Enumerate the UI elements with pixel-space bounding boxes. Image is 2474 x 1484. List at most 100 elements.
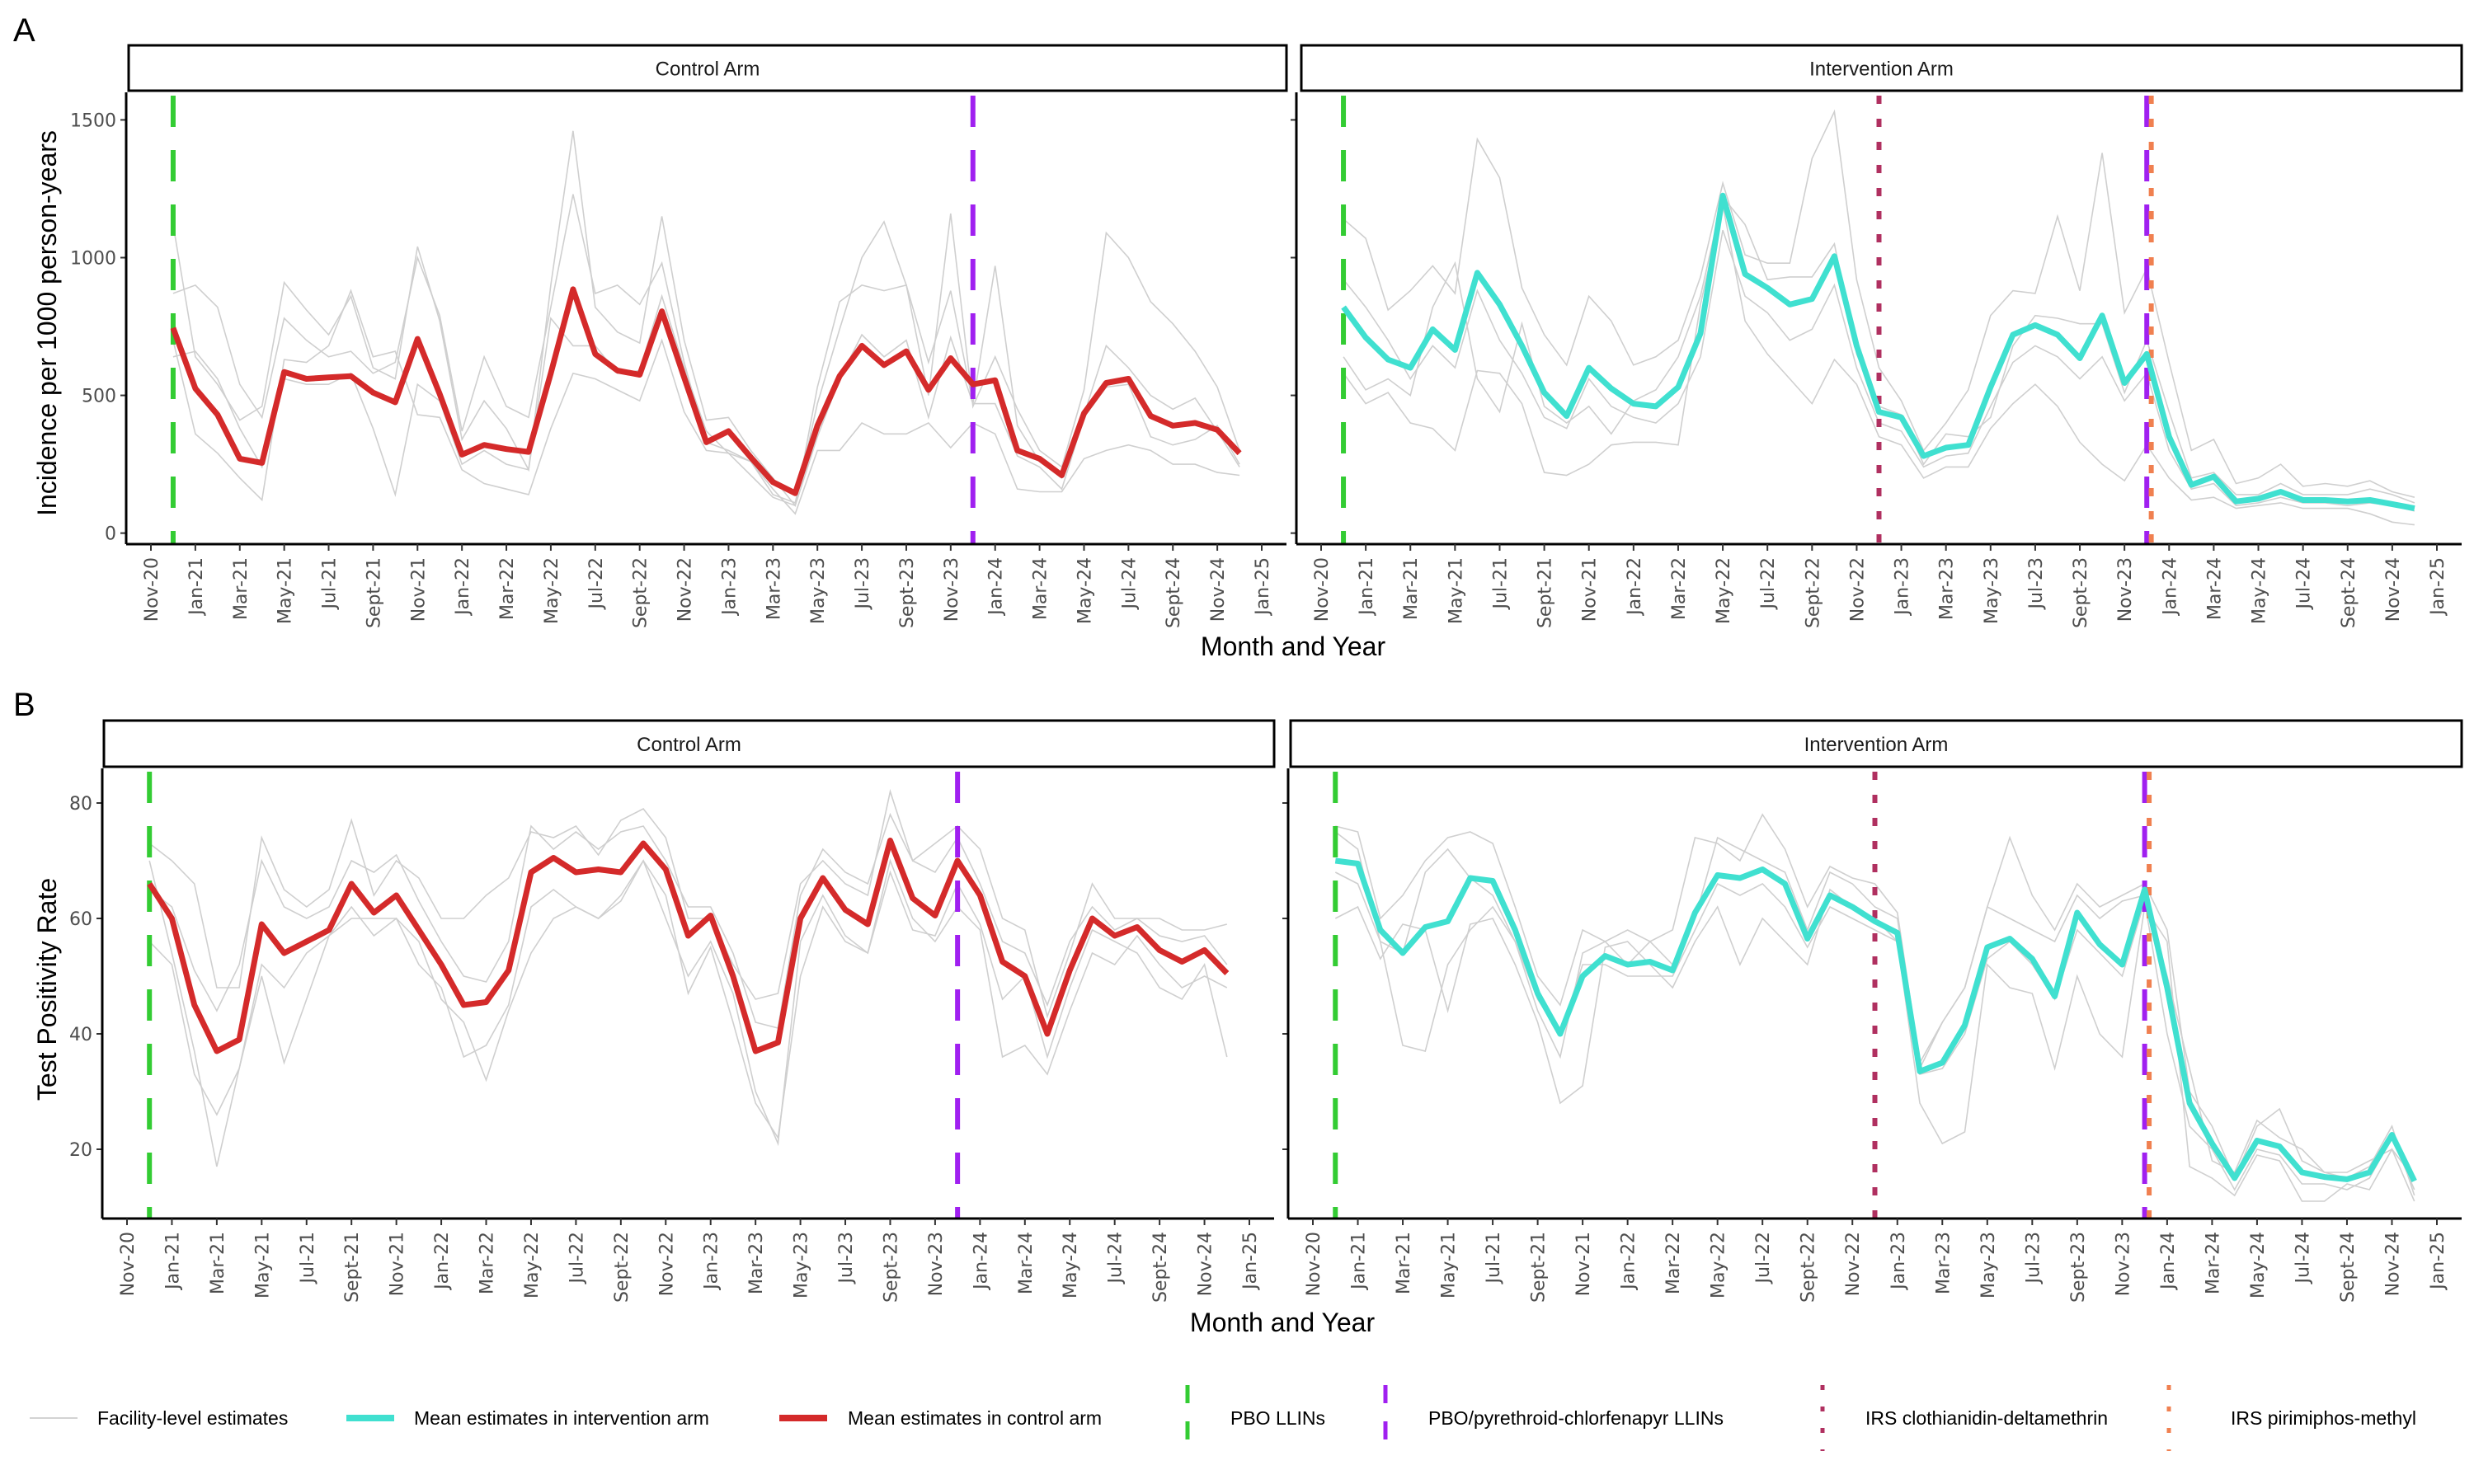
y-tick-label: 80 <box>69 794 92 815</box>
x-tick-label: May-24 <box>1075 557 1095 624</box>
x-tick-label: Jan-21 <box>186 557 207 617</box>
x-tick-label: Jan-25 <box>2428 557 2448 617</box>
panel-label-b: B <box>13 687 35 723</box>
x-tick-label: Sept-22 <box>631 557 651 628</box>
x-tick-label: Mar-24 <box>2203 1232 2223 1294</box>
x-tick-label: Nov-23 <box>942 557 962 622</box>
panel-label-a: A <box>13 12 35 49</box>
y-tick-label: 20 <box>69 1140 92 1161</box>
x-tick-label: Nov-24 <box>1196 1232 1216 1296</box>
x-tick-label: Mar-21 <box>208 1232 228 1294</box>
legend-item: Facility-level estimates <box>30 1407 288 1429</box>
y-tick-label: 500 <box>82 387 116 407</box>
x-tick-label: Mar-22 <box>497 557 518 620</box>
facility-line <box>1334 871 2415 1191</box>
x-tick-label: Nov-21 <box>1580 557 1601 622</box>
x-tick-label: Jul-21 <box>298 1232 318 1284</box>
x-tick-label: Sept-23 <box>881 1232 901 1303</box>
legend-item: Mean estimates in intervention arm <box>346 1407 709 1429</box>
x-tick-label: Nov-20 <box>118 1232 139 1296</box>
x-tick-label: Jul-23 <box>853 557 873 610</box>
x-tick-label: Mar-22 <box>1663 1232 1684 1294</box>
x-tick-label: Sept-22 <box>1803 557 1823 628</box>
x-tick-label: Mar-22 <box>477 1232 498 1294</box>
x-tick-label: Jul-22 <box>1753 1232 1774 1284</box>
x-tick-label: May-23 <box>1982 557 2002 624</box>
x-tick-label: Nov-24 <box>1208 557 1229 622</box>
x-tick-label: Jul-24 <box>1119 557 1140 610</box>
x-tick-label: May-21 <box>1439 1232 1460 1298</box>
facet-strip-title: Control Arm <box>637 734 741 756</box>
x-tick-label: Mar-23 <box>1933 1232 1954 1294</box>
panel-a-incidence: Control Arm 0 500 1000 1500 Nov-20 Jan-21 Mar-2… <box>70 44 2463 628</box>
facet-strip-title: Control Arm <box>656 59 760 81</box>
panel-b-test-positivity: Control Arm 20 40 60 80 Nov-20 Jan-21 Mar-21 May… <box>69 719 2463 1303</box>
x-tick-label: Jan-24 <box>971 1232 991 1291</box>
panel-a-x-axis-title: Month and Year <box>1201 632 1386 661</box>
x-tick-label: Jan-22 <box>1625 557 1645 617</box>
mean-line <box>147 838 1230 1054</box>
x-tick-label: Jan-22 <box>453 557 473 617</box>
facet-strip-title: Intervention Arm <box>1804 734 1949 756</box>
x-tick-label: Nov-22 <box>675 557 696 622</box>
x-tick-label: Sept-21 <box>1529 1232 1550 1303</box>
x-tick-label: Mar-24 <box>2204 557 2225 620</box>
legend-label: IRS pirimiphos-methyl <box>2231 1407 2416 1429</box>
x-tick-label: Nov-20 <box>142 557 162 622</box>
facet-strip-title: Intervention Arm <box>1809 59 1954 81</box>
x-tick-label: Jan-25 <box>1240 1232 1261 1291</box>
x-tick-label: Mar-23 <box>746 1232 767 1294</box>
facility-line <box>172 289 1240 515</box>
x-tick-label: Jul-23 <box>2023 1232 2044 1284</box>
x-tick-label: Sept-24 <box>1164 557 1184 628</box>
x-tick-label: May-22 <box>1714 557 1734 624</box>
mean-line <box>1334 857 2417 1183</box>
x-tick-label: Nov-20 <box>1312 557 1333 622</box>
legend-item: IRS pirimiphos-methyl <box>2166 1385 2416 1451</box>
facet-strip <box>1300 44 2463 92</box>
x-tick-label: Jan-21 <box>1349 1232 1370 1291</box>
x-tick-label: Sept-24 <box>2338 1232 2359 1303</box>
x-tick-label: Jul-23 <box>2026 557 2047 610</box>
x-tick-label: May-24 <box>1061 1232 1081 1298</box>
legend-item: PBO/pyrethroid-chlorfenapyr LLINs <box>1383 1385 1724 1451</box>
facet-strip <box>127 44 1288 92</box>
x-tick-label: Sept-24 <box>1150 1232 1171 1303</box>
facility-line <box>1343 204 2415 526</box>
x-tick-label: Jul-24 <box>2293 1232 2313 1284</box>
y-tick-label: 40 <box>69 1025 92 1045</box>
x-tick-label: May-22 <box>542 557 562 624</box>
x-tick-label: Nov-21 <box>1573 1232 1594 1296</box>
panel-b-y-axis-title: Test Positivity Rate <box>32 878 62 1101</box>
x-tick-label: May-22 <box>522 1232 543 1298</box>
x-tick-label: Jul-22 <box>1758 557 1779 610</box>
x-tick-label: Sept-22 <box>612 1232 633 1303</box>
x-tick-label: Jul-22 <box>586 557 607 610</box>
x-tick-label: Jul-22 <box>567 1232 587 1284</box>
x-tick-label: Sept-21 <box>1536 557 1556 628</box>
legend-label: IRS clothianidin-deltamethrin <box>1865 1407 2108 1429</box>
x-tick-label: Jul-21 <box>1484 1232 1504 1284</box>
x-tick-label: Nov-23 <box>2113 1232 2133 1296</box>
facet-control: Control Arm 20 40 60 80 Nov-20 Jan-21 Mar-21 May… <box>69 719 1276 1303</box>
x-tick-label: Nov-21 <box>408 557 429 622</box>
x-tick-label: Nov-21 <box>388 1232 408 1296</box>
x-tick-label: Jan-23 <box>719 557 740 617</box>
x-tick-label: Nov-22 <box>1843 1232 1864 1296</box>
x-tick-label: Nov-24 <box>2382 1232 2403 1296</box>
x-tick-label: Jan-23 <box>1888 1232 1909 1291</box>
y-tick-label: 60 <box>69 909 92 930</box>
facility-line <box>148 858 1228 1167</box>
x-tick-label: Nov-23 <box>926 1232 947 1296</box>
x-tick-label: Jan-22 <box>1619 1232 1639 1291</box>
x-tick-label: May-24 <box>2250 557 2270 624</box>
x-tick-label: Jul-21 <box>1490 557 1511 610</box>
legend-label: Facility-level estimates <box>97 1407 288 1429</box>
facet-strip <box>1289 719 2463 768</box>
x-tick-label: May-21 <box>275 557 296 624</box>
x-tick-label: Jul-24 <box>2294 557 2315 610</box>
panel-a-y-axis-title: Incidence per 1000 person-years <box>32 130 62 516</box>
x-tick-label: Sept-23 <box>897 557 918 628</box>
x-tick-label: Jan-24 <box>2158 1232 2179 1291</box>
